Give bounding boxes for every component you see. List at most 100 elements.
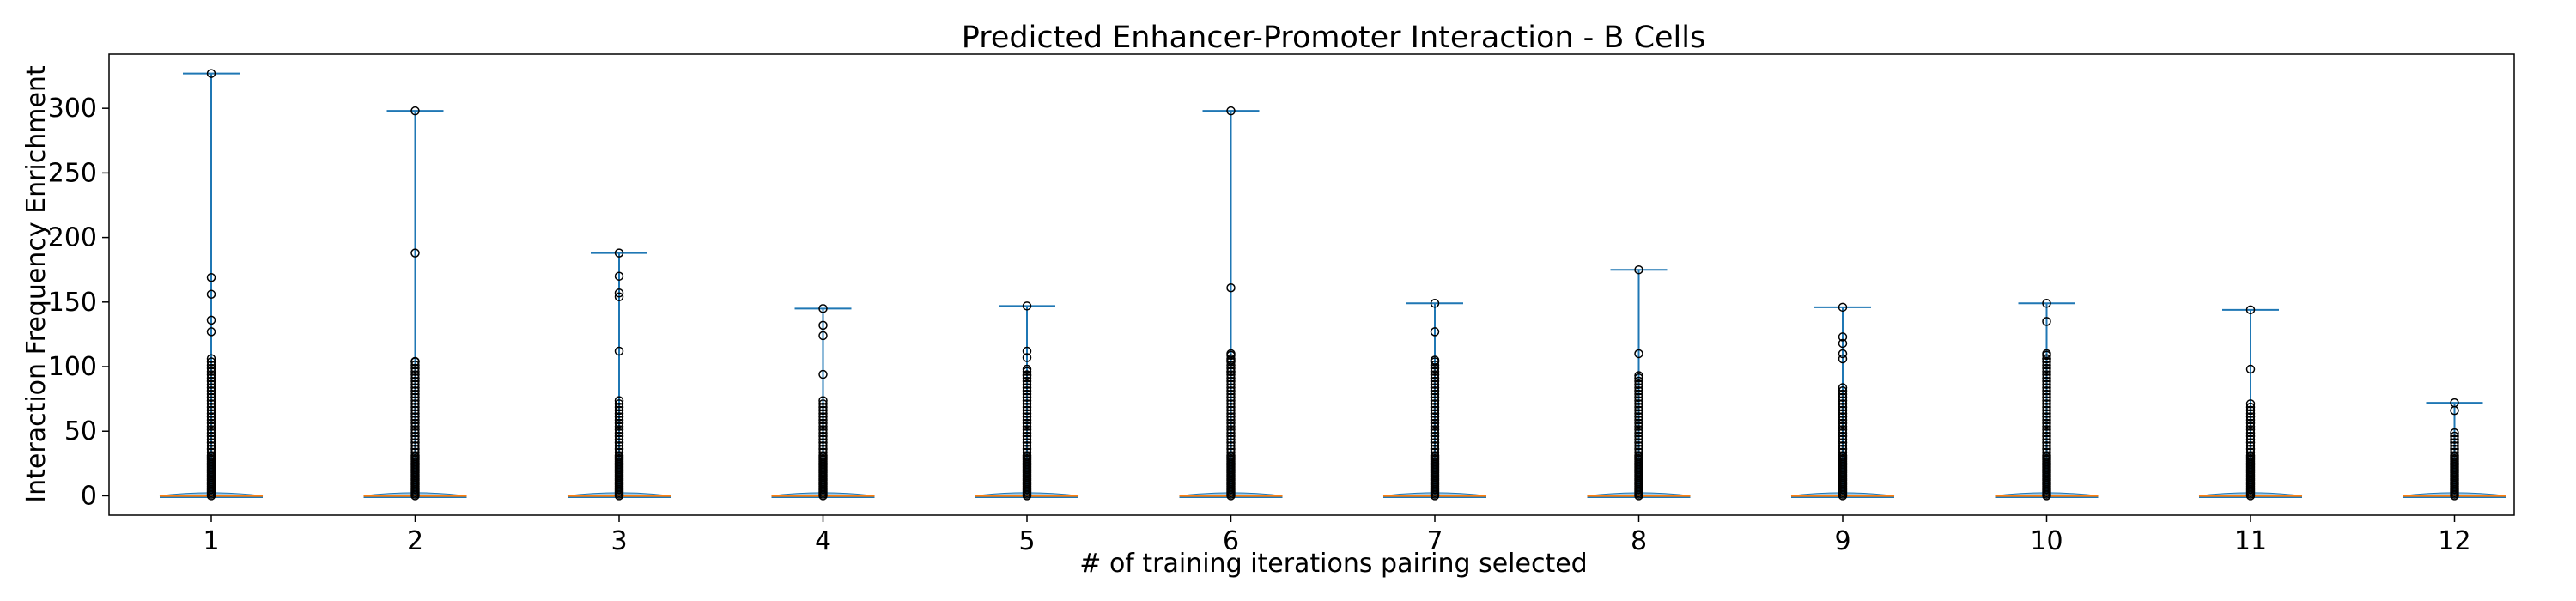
outlier-point (2245, 305, 2256, 315)
violin-4 (771, 304, 875, 501)
outlier-point (410, 360, 420, 370)
violin-7 (1382, 299, 1487, 501)
outlier-point (410, 440, 420, 451)
outlier-point (1634, 264, 1643, 275)
violin-9 (1790, 302, 1895, 501)
outlier-point (206, 396, 216, 405)
outlier-point (410, 396, 420, 405)
outlier-point (2042, 376, 2051, 386)
outlier-point (614, 409, 624, 418)
outlier-point (818, 369, 828, 379)
outlier-point (1226, 451, 1236, 460)
outlier-point (206, 422, 216, 431)
outlier-point (1022, 405, 1032, 416)
outlier-point (1430, 379, 1440, 390)
outlier-point (818, 405, 828, 416)
outlier-point (1634, 451, 1643, 460)
outlier-point (2042, 418, 2051, 428)
outlier-point (1430, 431, 1440, 441)
outlier-point (2042, 431, 2051, 441)
outlier-point (1634, 447, 1643, 457)
outlier-point (206, 409, 216, 418)
outlier-point (1634, 402, 1643, 412)
outlier-point (1022, 396, 1032, 405)
violin-3 (567, 248, 671, 501)
outlier-point (1838, 422, 1848, 431)
outlier-point (1226, 440, 1236, 451)
outlier-point (206, 373, 216, 383)
outlier-point (1838, 440, 1848, 451)
outlier-point (410, 389, 420, 399)
x-tick-label: 6 (1223, 526, 1239, 556)
outlier-point (1430, 447, 1440, 457)
outlier-point (1634, 412, 1643, 422)
x-tick-label: 12 (2438, 526, 2470, 556)
outlier-point (614, 451, 624, 460)
outlier-point (818, 331, 828, 341)
outlier-point (1226, 402, 1236, 412)
outlier-point (1634, 383, 1643, 392)
outlier-point (614, 447, 624, 457)
outlier-point (1838, 409, 1848, 418)
outlier-point (1022, 353, 1032, 362)
outlier-point (1838, 444, 1848, 454)
x-tick-label: 11 (2234, 526, 2267, 556)
chart-title: Predicted Enhancer-Promoter Interaction … (962, 21, 1705, 55)
outlier-point (1022, 376, 1032, 386)
outlier-point (2042, 425, 2051, 434)
outlier-point (614, 405, 624, 416)
x-tick-label: 10 (2030, 526, 2063, 556)
outlier-point (1430, 415, 1440, 425)
outlier-point (1226, 399, 1236, 409)
outlier-point (1430, 444, 1440, 454)
outlier-point (1838, 418, 1848, 428)
outlier-point (206, 289, 216, 300)
outlier-point (410, 444, 420, 454)
outlier-point (818, 444, 828, 454)
y-tick-label: 150 (48, 288, 97, 318)
violin-6 (1179, 106, 1283, 501)
outlier-point (1226, 370, 1236, 379)
outlier-point (1430, 389, 1440, 399)
outlier-point (2042, 317, 2051, 326)
outlier-point (2042, 396, 2051, 405)
outlier-point (2245, 425, 2256, 434)
outlier-point (1226, 412, 1236, 422)
outlier-point (1226, 409, 1236, 418)
outlier-point (818, 412, 828, 422)
outlier-point (1634, 428, 1643, 438)
outlier-point (206, 360, 216, 370)
outlier-point (818, 438, 828, 447)
y-axis-title: Interaction Frequency Enrichment (21, 65, 52, 503)
outlier-point (818, 396, 828, 405)
outlier-point (410, 373, 420, 383)
x-tick-label: 7 (1426, 526, 1443, 556)
outlier-point (2245, 440, 2256, 451)
outlier-point (614, 402, 624, 412)
outlier-point (2450, 444, 2459, 454)
outlier-point (614, 418, 624, 428)
outlier-point (614, 271, 624, 281)
outlier-point (410, 392, 420, 403)
outlier-point (1634, 386, 1643, 396)
outlier-point (1022, 451, 1032, 460)
x-axis-title: # of training iterations pairing selecte… (1079, 549, 1587, 579)
outlier-point (2042, 373, 2051, 383)
outlier-point (410, 415, 420, 425)
x-tick-label: 9 (1834, 526, 1850, 556)
x-axis: 1 2 3 4 5 6 7 8 9 10 11 12 (203, 515, 2471, 556)
outlier-point (2042, 444, 2051, 454)
outlier-point (1430, 428, 1440, 438)
outlier-point (1838, 434, 1848, 444)
outlier-point (614, 431, 624, 441)
outlier-point (410, 376, 420, 386)
outlier-point (614, 396, 624, 405)
outlier-point (410, 428, 420, 438)
outlier-point (1838, 386, 1848, 396)
outlier-point (206, 327, 216, 337)
outlier-point (2042, 386, 2051, 396)
outlier-point (1634, 418, 1643, 428)
outlier-point (1022, 447, 1032, 457)
outlier-point (206, 440, 216, 451)
outlier-point (2245, 399, 2256, 409)
